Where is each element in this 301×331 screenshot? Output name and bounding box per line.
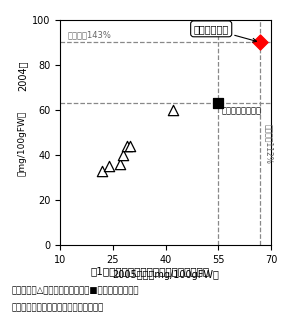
Point (121, 152, 126, 158)
Point (100, 168, 105, 173)
Point (125, 143, 129, 149)
Text: 図1　「クエルリッチ」のケルセチン含量: 図1 「クエルリッチ」のケルセチン含量 (91, 266, 210, 276)
Point (170, 107, 175, 113)
Text: 2004年: 2004年 (17, 61, 27, 91)
Text: 標準対比143%: 標準対比143% (67, 30, 111, 39)
Text: 注）図中の△印は国内市販品種、■印の「スーパー北: 注）図中の△印は国内市販品種、■印の「スーパー北 (12, 286, 140, 295)
Point (128, 143, 133, 149)
Text: クエルリッチ: クエルリッチ (194, 24, 256, 42)
Text: 標準対比112%: 標準対比112% (264, 124, 273, 164)
Text: （mg/100gFW）: （mg/100gFW） (18, 111, 27, 176)
X-axis label: 2005年　（mg/100gFW）: 2005年 （mg/100gFW） (112, 270, 219, 280)
Text: スーパー北もみじ: スーパー北もみじ (222, 107, 262, 116)
Text: もみじ」は、春まきタマネギの主要品種: もみじ」は、春まきタマネギの主要品種 (12, 303, 104, 312)
Point (216, 101, 221, 106)
Point (117, 161, 122, 166)
Point (258, 40, 263, 45)
Point (107, 164, 112, 169)
